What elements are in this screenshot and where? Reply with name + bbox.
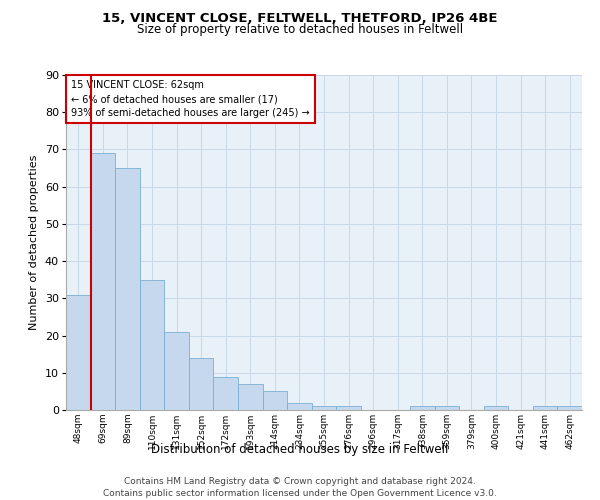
Bar — [410, 406, 434, 410]
Text: 15 VINCENT CLOSE: 62sqm
← 6% of detached houses are smaller (17)
93% of semi-det: 15 VINCENT CLOSE: 62sqm ← 6% of detached… — [71, 80, 310, 118]
Bar — [66, 294, 91, 410]
Bar — [214, 376, 238, 410]
Bar — [263, 392, 287, 410]
Text: Contains public sector information licensed under the Open Government Licence v3: Contains public sector information licen… — [103, 489, 497, 498]
Text: Size of property relative to detached houses in Feltwell: Size of property relative to detached ho… — [137, 22, 463, 36]
Bar — [238, 384, 263, 410]
Text: Contains HM Land Registry data © Crown copyright and database right 2024.: Contains HM Land Registry data © Crown c… — [124, 478, 476, 486]
Bar — [336, 406, 361, 410]
Bar — [312, 406, 336, 410]
Text: Distribution of detached houses by size in Feltwell: Distribution of detached houses by size … — [151, 442, 449, 456]
Y-axis label: Number of detached properties: Number of detached properties — [29, 155, 40, 330]
Bar — [164, 332, 189, 410]
Bar — [91, 153, 115, 410]
Bar — [140, 280, 164, 410]
Text: 15, VINCENT CLOSE, FELTWELL, THETFORD, IP26 4BE: 15, VINCENT CLOSE, FELTWELL, THETFORD, I… — [102, 12, 498, 26]
Bar — [557, 406, 582, 410]
Bar — [484, 406, 508, 410]
Bar — [533, 406, 557, 410]
Bar — [115, 168, 140, 410]
Bar — [189, 358, 214, 410]
Bar — [434, 406, 459, 410]
Bar — [287, 402, 312, 410]
